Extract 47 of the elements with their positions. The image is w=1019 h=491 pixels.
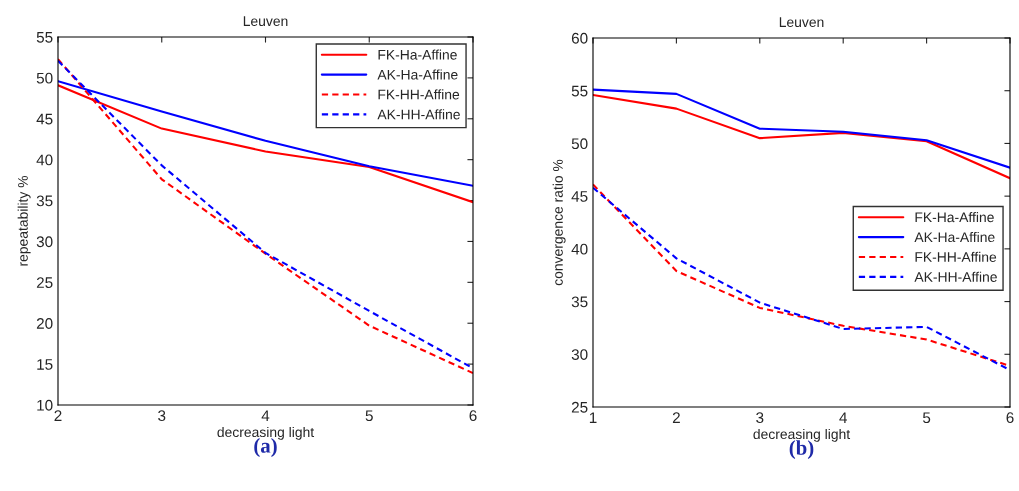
y-tick-label: 55 [571, 85, 588, 97]
text: (a) [254, 438, 277, 458]
x-tick-label: 4 [261, 410, 270, 421]
x-tick-label: 3 [158, 410, 166, 422]
y-tick-label: 25 [36, 277, 53, 289]
y-tick-label: 15 [37, 359, 53, 370]
legend-label: FK-HH-Affine [915, 251, 997, 262]
legend-label: AK-HH-Affine [377, 109, 460, 120]
y-tick-label: 40 [36, 154, 53, 166]
y-tick-label: 55 [36, 32, 53, 43]
x-tick-label: 6 [469, 410, 477, 422]
text: (b) [789, 440, 814, 460]
y-tick-label: 30 [571, 349, 588, 360]
y-tick-label: 45 [36, 113, 53, 125]
legend-label: FK-HH-Affine [378, 89, 460, 100]
y-tick-label: 40 [571, 243, 588, 255]
x-tick-label: 6 [1006, 412, 1014, 424]
y-tick-label: 50 [571, 138, 588, 150]
legend-label: AK-HH-Affine [914, 271, 997, 282]
legend-label: FK-Ha-Affine [378, 49, 457, 60]
legend-label: AK-Ha-Affine [914, 231, 995, 243]
y-tick-label: 50 [36, 72, 53, 84]
line-series [593, 88, 1010, 169]
chart-title: Leuven [779, 17, 824, 28]
y-tick-label: 35 [36, 195, 53, 207]
y-tick-label: 25 [571, 401, 588, 413]
x-tick-label: 5 [922, 412, 931, 424]
x-tick-label: 5 [365, 410, 373, 422]
y-tick-label: 60 [571, 32, 588, 44]
y-tick-label: 35 [571, 296, 588, 308]
x-axis-title: decreasing light [753, 428, 851, 442]
y-tick-label: 10 [37, 399, 53, 411]
x-tick-label: 3 [756, 412, 764, 424]
x-tick-label: 4 [839, 412, 847, 423]
y-tick-label: 20 [36, 318, 53, 329]
legend-label: FK-Ha-Affine [915, 212, 994, 223]
x-tick-label: 2 [54, 410, 62, 421]
legend-label: AK-Ha-Affine [377, 69, 458, 80]
line-series [593, 93, 1010, 180]
x-axis-title: decreasing light [217, 426, 315, 440]
y-axis-title: convergence ratio % [552, 159, 566, 286]
y-tick-label: 30 [36, 236, 53, 248]
y-axis-title: repeatability % [17, 175, 31, 266]
x-tick-label: 2 [672, 412, 680, 423]
chart-title: Leuven [243, 16, 288, 27]
x-tick-label: 1 [589, 412, 597, 423]
y-tick-label: 45 [571, 191, 588, 202]
